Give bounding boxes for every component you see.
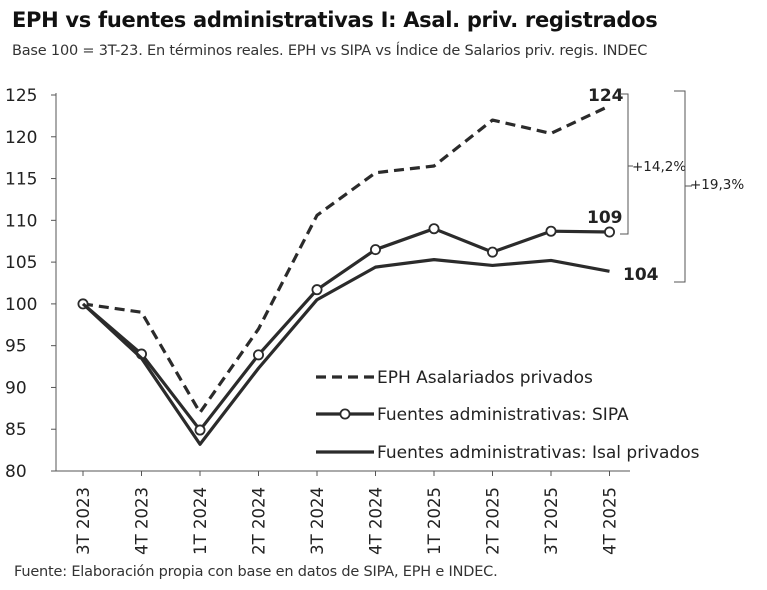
chart-subtitle: Base 100 = 3T-23. En términos reales. EP…: [12, 43, 648, 59]
x-tick-label: 3T 2025: [542, 487, 561, 555]
y-tick-label: 90: [5, 378, 27, 398]
series-layer: [77, 104, 616, 446]
series-line: [82, 104, 611, 415]
chart-source: Fuente: Elaboración propia con base en d…: [14, 564, 498, 580]
x-tick-label: 1T 2024: [191, 487, 210, 555]
x-tick-label: 3T 2023: [74, 487, 93, 555]
bracket-outer: [674, 90, 686, 283]
bracket-annotations: +14,2%+19,3%: [620, 90, 744, 283]
y-tick-label: 105: [5, 253, 37, 273]
legend: EPH Asalariados privados Fuentes administ…: [316, 368, 700, 463]
y-tick-label: 95: [5, 337, 27, 357]
legend-item: Fuentes administrativas: SIPA: [316, 405, 629, 425]
x-tick-label: 4T 2024: [367, 487, 386, 555]
series-3: [81, 258, 610, 446]
y-tick-label: 85: [5, 420, 27, 440]
y-tick-label: 115: [5, 170, 37, 190]
x-tick-label: 4T 2023: [133, 487, 152, 555]
end-value-label: 104: [623, 265, 659, 285]
series-1: [82, 104, 611, 415]
end-value-label: 109: [587, 208, 623, 228]
legend-marker: [339, 408, 351, 420]
legend-item: EPH Asalariados privados: [316, 368, 593, 388]
y-tick-label: 125: [5, 86, 37, 106]
legend-item: Fuentes administrativas: Isal privados: [316, 443, 700, 463]
y-tick-label: 100: [5, 295, 37, 315]
data-point: [369, 244, 381, 256]
annotation-label: +14,2%: [632, 159, 686, 175]
data-point: [428, 223, 440, 235]
x-tick-label: 4T 2025: [601, 487, 620, 555]
y-tick-label: 110: [5, 211, 37, 231]
legend-label: Fuentes administrativas: Isal privados: [377, 443, 700, 463]
data-point: [311, 284, 323, 296]
data-point: [252, 349, 264, 361]
legend-label: EPH Asalariados privados: [377, 368, 593, 388]
x-tick-label: 2T 2024: [250, 487, 269, 555]
y-tick-label: 80: [5, 462, 27, 482]
bracket-inner: [620, 93, 629, 235]
y-axis: 125 120 115 110 105 100 95 90 85 80: [5, 86, 57, 482]
x-tick-label: 2T 2025: [484, 487, 503, 555]
data-point: [486, 246, 498, 258]
end-value-label: 124: [588, 86, 624, 106]
series-2: [77, 223, 616, 436]
chart-title: EPH vs fuentes administrativas I: Asal. …: [12, 8, 658, 32]
x-axis: 3T 2023 4T 2023 1T 2024 2T 2024 3T 2024 4T 20…: [56, 470, 630, 555]
x-tick-label: 1T 2025: [425, 487, 444, 555]
end-labels: 124 109 104: [587, 86, 659, 285]
series-line: [81, 258, 610, 446]
x-tick-label: 3T 2024: [308, 487, 327, 555]
series-line: [81, 227, 610, 432]
legend-label: Fuentes administrativas: SIPA: [377, 405, 629, 425]
data-point: [545, 225, 557, 237]
annotation-label: +19,3%: [690, 177, 744, 193]
data-point: [604, 226, 616, 238]
y-tick-label: 120: [5, 128, 37, 148]
data-point: [194, 424, 206, 436]
